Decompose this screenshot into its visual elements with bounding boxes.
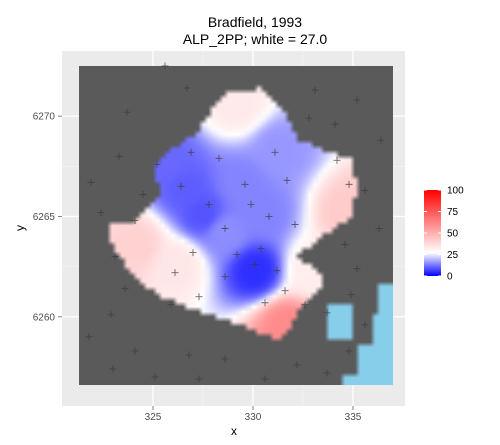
polling-place-marker	[87, 178, 95, 186]
polling-place-marker	[283, 176, 291, 184]
y-tick-label: 6270	[33, 112, 56, 123]
polling-place-marker	[247, 200, 255, 208]
polling-place-marker	[221, 273, 229, 281]
polling-place-marker	[271, 148, 279, 156]
legend-colorbar	[424, 190, 441, 276]
polling-place-marker	[195, 375, 203, 383]
polling-place-marker	[115, 152, 123, 160]
legend-tick-label: 100	[447, 186, 464, 197]
polling-place-marker	[361, 186, 369, 194]
polling-place-marker	[221, 355, 229, 363]
polling-place-marker	[293, 361, 301, 369]
polling-place-marker	[189, 249, 197, 257]
polling-place-marker	[97, 208, 105, 216]
x-axis: 325 330 335	[145, 406, 362, 423]
polling-place-marker	[151, 373, 159, 381]
polling-place-marker	[109, 365, 117, 373]
polling-place-marker	[233, 251, 241, 259]
polling-place-marker	[261, 299, 269, 307]
polling-place-marker	[375, 225, 383, 233]
polling-place-marker	[281, 287, 289, 295]
polling-place-marker	[111, 253, 119, 261]
polling-place-marker	[305, 114, 313, 122]
polling-place-marker	[353, 265, 361, 273]
polling-place-marker	[301, 301, 309, 309]
chart-title: Bradfield, 1993	[208, 14, 302, 30]
polling-place-marker	[107, 311, 115, 319]
polling-place-marker	[205, 200, 213, 208]
interpolated-surface	[79, 66, 393, 385]
x-tick-label: 335	[345, 412, 362, 423]
polling-place-marker	[241, 180, 249, 188]
polling-place-marker	[273, 267, 281, 275]
polling-place-marker	[153, 160, 161, 168]
x-tick-label: 330	[245, 412, 262, 423]
polling-place-marker	[353, 96, 361, 104]
y-axis-title: y	[13, 225, 27, 231]
y-tick-label: 6260	[33, 312, 56, 323]
polling-place-marker	[311, 86, 319, 94]
y-axis: 6260 6265 6270	[33, 112, 62, 323]
polling-place-marker	[331, 120, 339, 128]
polling-place-markers	[85, 62, 385, 383]
polling-place-marker	[187, 148, 195, 156]
polling-place-marker	[291, 220, 299, 228]
polling-place-marker	[131, 216, 139, 224]
polling-place-marker	[167, 301, 175, 309]
polling-place-marker	[221, 225, 229, 233]
legend-tick-label: 75	[447, 207, 459, 218]
polling-place-marker	[265, 212, 273, 220]
x-axis-title: x	[231, 424, 237, 438]
polling-place-marker	[323, 309, 331, 317]
legend-tick-label: 0	[447, 272, 453, 283]
polling-place-marker	[161, 62, 169, 70]
chart-subtitle: ALP_2PP; white = 27.0	[183, 31, 328, 47]
polling-place-marker	[347, 291, 355, 299]
polling-place-marker	[215, 154, 223, 162]
polling-place-marker	[171, 269, 179, 277]
polling-place-marker	[333, 156, 341, 164]
polling-place-marker	[183, 84, 191, 92]
color-legend: 0 25 50 75 100	[424, 186, 464, 283]
polling-place-marker	[377, 136, 385, 144]
legend-tick-label: 50	[447, 229, 459, 240]
polling-place-marker	[323, 369, 331, 377]
polling-place-marker	[341, 241, 349, 249]
x-tick-label: 325	[145, 412, 162, 423]
polling-place-marker	[185, 351, 193, 359]
polling-place-marker	[345, 180, 353, 188]
polling-place-marker	[261, 375, 269, 383]
legend-tick-label: 25	[447, 250, 459, 261]
polling-place-marker	[177, 182, 185, 190]
polling-place-marker	[361, 321, 369, 329]
polling-place-marker	[345, 347, 353, 355]
polling-place-marker	[123, 108, 131, 116]
polling-place-marker	[251, 261, 259, 269]
polling-place-marker	[257, 245, 265, 253]
polling-place-marker	[121, 285, 129, 293]
polling-place-marker	[139, 190, 147, 198]
y-tick-label: 6265	[33, 212, 56, 223]
polling-place-marker	[85, 333, 93, 341]
polling-place-marker	[195, 293, 203, 301]
polling-place-marker	[131, 347, 139, 355]
